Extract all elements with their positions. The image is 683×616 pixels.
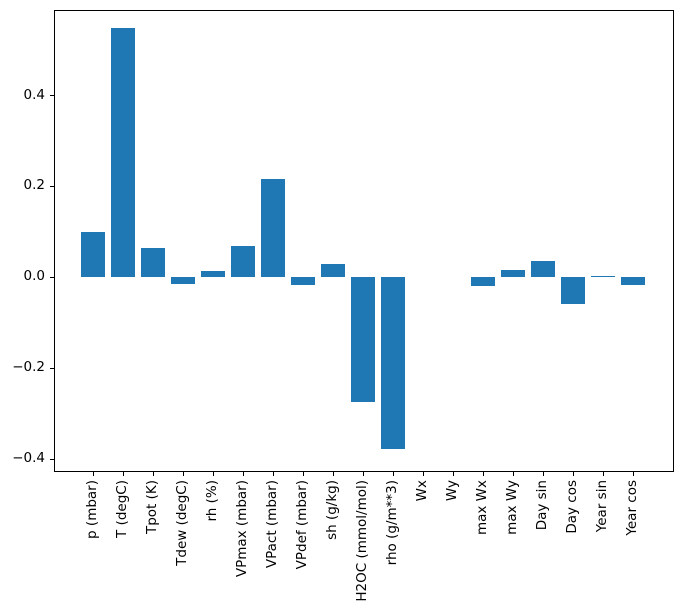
x-tick-label-max-wx: max Wx [474,480,490,536]
bar-p-mbar [80,231,105,277]
y-tick-label: 0.4 [23,87,45,103]
y-tick-label: 0.2 [23,177,45,193]
x-tick-label-t-degc: T (degC) [114,480,130,538]
x-tick-mark [632,472,634,476]
x-tick-label-vpdef-mbar: VPdef (mbar) [294,480,310,570]
x-tick-mark [182,472,184,476]
bar-vpdef-mbar [290,276,315,286]
bar-h2oc-mmol-mol [350,276,375,402]
x-tick-mark [302,472,304,476]
bar-year-cos [620,276,645,286]
bar-rho-g-m-3 [380,276,405,449]
bar-tpot-k [140,248,165,277]
bar-max-wy [500,270,525,277]
x-tick-mark [122,472,124,476]
x-tick-label-wx: Wx [414,480,430,502]
y-tick-label: 0.0 [23,268,45,284]
x-tick-mark [512,472,514,476]
x-tick-mark [572,472,574,476]
x-tick-label-rh: rh (%) [204,480,220,522]
y-tick-label: −0.2 [12,359,45,375]
x-tick-label-p-mbar: p (mbar) [84,480,100,539]
x-tick-mark [242,472,244,476]
y-tick-mark [50,459,54,460]
x-tick-mark [602,472,604,476]
bar-max-wx [470,276,495,287]
x-tick-mark [212,472,214,476]
y-tick-label: −0.4 [12,450,45,466]
x-tick-label-tdew-degc: Tdew (degC) [174,480,190,566]
x-tick-label-vpmax-mbar: VPmax (mbar) [234,480,250,578]
x-tick-label-h2oc-mmol-mol: H2OC (mmol/mol) [354,480,370,602]
x-tick-label-rho-g-m-3: rho (g/m**3) [384,480,400,566]
plot-area [54,10,674,472]
y-tick-mark [50,368,54,369]
x-tick-label-tpot-k: Tpot (K) [144,480,160,535]
x-tick-mark [362,472,364,476]
x-tick-mark [542,472,544,476]
x-tick-label-year-cos: Year cos [624,480,640,536]
x-tick-mark [332,472,334,476]
x-tick-label-day-sin: Day sin [534,480,550,531]
x-tick-label-max-wy: max Wy [504,480,520,535]
x-tick-label-day-cos: Day cos [564,480,580,534]
x-tick-mark [272,472,274,476]
y-tick-mark [50,277,54,278]
bar-rh [200,271,225,277]
bar-day-cos [560,276,585,305]
x-tick-mark [392,472,394,476]
x-tick-mark [152,472,154,476]
bar-tdew-degc [170,276,195,284]
x-tick-mark [482,472,484,476]
x-tick-mark [92,472,94,476]
y-tick-mark [50,186,54,187]
bar-vpact-mbar [260,179,285,277]
x-tick-label-sh-g-kg: sh (g/kg) [324,480,340,540]
bar-day-sin [530,261,555,277]
bar-year-sin [590,275,615,277]
bar-vpmax-mbar [230,246,255,277]
x-tick-mark [422,472,424,476]
y-tick-mark [50,95,54,96]
x-tick-label-wy: Wy [444,480,460,502]
x-tick-label-vpact-mbar: VPact (mbar) [264,480,280,569]
bar-t-degc [110,28,135,277]
x-tick-mark [452,472,454,476]
x-tick-label-year-sin: Year sin [594,480,610,533]
bar-sh-g-kg [320,263,345,277]
